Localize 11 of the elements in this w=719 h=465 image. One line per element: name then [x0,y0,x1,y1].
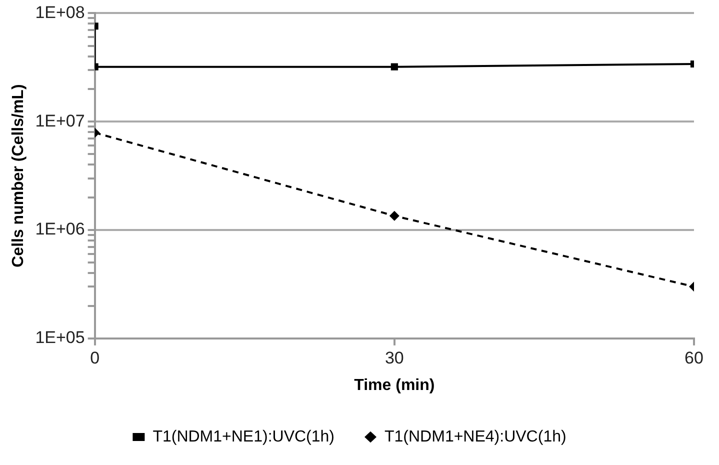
y-tick-label: 1E+05 [35,328,85,348]
x-tick-label: 60 [684,348,704,368]
y-tick-label: 1E+08 [35,2,85,22]
legend-label: T1(NDM1+NE1):UVC(1h) [152,428,334,446]
y-tick-label: 1E+07 [35,111,85,130]
x-axis-title: Time (min) [354,376,435,394]
legend-label: T1(NDM1+NE4):UVC(1h) [384,428,566,446]
y-axis-title: Cells number (Cells/mL) [10,84,28,268]
y-tick-label: 1E+06 [35,220,85,239]
x-tick-label: 0 [90,348,100,368]
x-tick-label: 30 [384,348,404,368]
